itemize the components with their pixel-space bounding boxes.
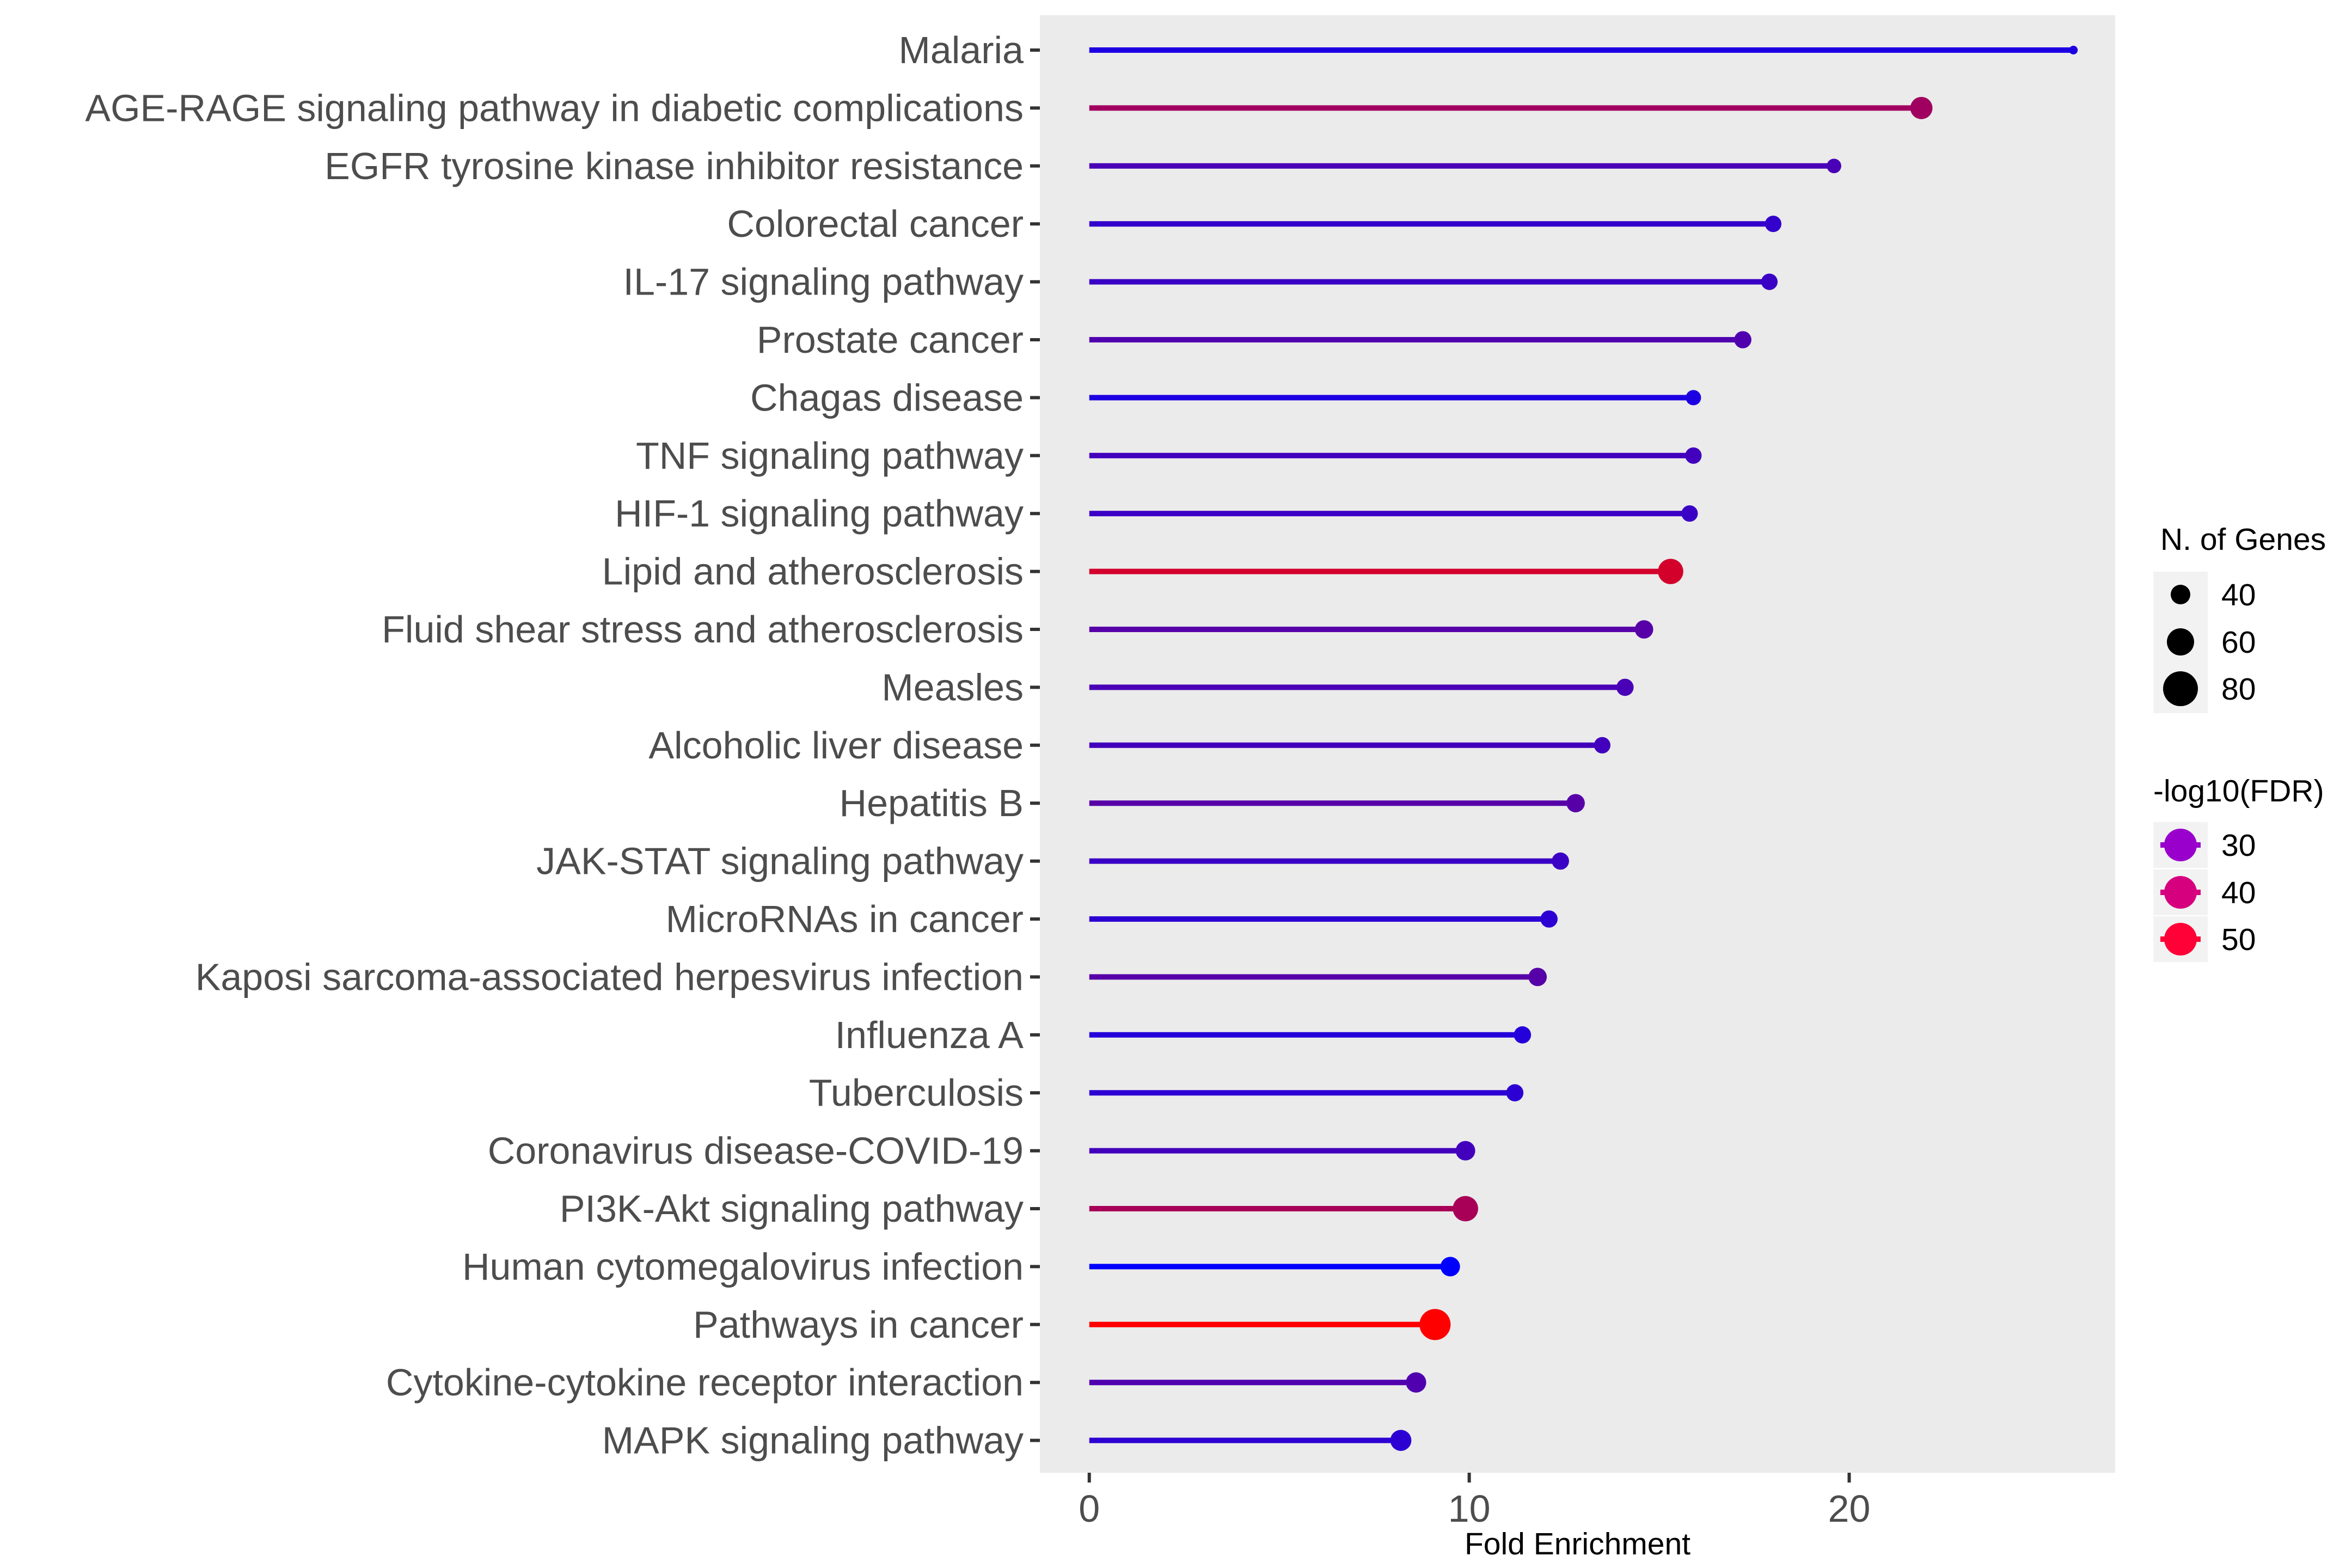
lollipop-point bbox=[1540, 910, 1558, 928]
lollipop-point bbox=[1910, 96, 1933, 119]
legend-size-key bbox=[2163, 671, 2198, 706]
category-label: PI3K-Akt signaling pathway bbox=[560, 1187, 1024, 1230]
legend-size-label: 80 bbox=[2221, 672, 2256, 707]
lollipop-point bbox=[1761, 273, 1778, 290]
lollipop-point bbox=[1552, 852, 1569, 870]
category-labels: Malaria AGE-RAGE signaling pathway in dia… bbox=[85, 29, 1024, 1462]
category-label: Fluid shear stress and atherosclerosis bbox=[382, 608, 1024, 651]
legend-size-label: 40 bbox=[2221, 578, 2256, 612]
category-label: Hepatitis B bbox=[840, 782, 1024, 824]
lollipop-point bbox=[1506, 1084, 1524, 1102]
lollipop-point bbox=[1658, 559, 1683, 584]
legend-color-label: 40 bbox=[2221, 875, 2256, 910]
category-label: Chagas disease bbox=[750, 376, 1024, 419]
lollipop-point bbox=[1528, 967, 1547, 987]
lollipop-point bbox=[1455, 1141, 1475, 1161]
category-label: MAPK signaling pathway bbox=[602, 1419, 1024, 1462]
lollipop-point bbox=[1616, 678, 1634, 696]
x-tick-label: 20 bbox=[1828, 1487, 1871, 1530]
x-tick-label: 0 bbox=[1079, 1487, 1100, 1530]
y-axis-ticks bbox=[1030, 48, 1040, 1442]
category-label: Colorectal cancer bbox=[727, 203, 1024, 245]
lollipop-point bbox=[1686, 390, 1701, 406]
lollipop-points bbox=[1390, 46, 2078, 1451]
lollipop-point bbox=[1827, 158, 1841, 174]
legend-size-title: N. of Genes bbox=[2160, 522, 2326, 557]
lollipop-point bbox=[2069, 46, 2078, 54]
legend-color-label: 30 bbox=[2221, 828, 2256, 863]
x-axis-title: Fold Enrichment bbox=[1465, 1527, 1690, 1561]
lollipop-point bbox=[1681, 505, 1698, 522]
category-label: Cytokine-cytokine receptor interaction bbox=[386, 1361, 1024, 1404]
legend-color-title: -log10(FDR) bbox=[2153, 774, 2324, 808]
lollipop-point bbox=[1734, 331, 1751, 348]
lollipop-point bbox=[1634, 620, 1653, 639]
legend-color-key bbox=[2164, 876, 2197, 909]
lollipop-point bbox=[1419, 1309, 1451, 1340]
lollipop-point bbox=[1440, 1257, 1460, 1277]
category-label: Lipid and atherosclerosis bbox=[602, 550, 1024, 593]
category-label: JAK-STAT signaling pathway bbox=[536, 840, 1024, 883]
category-label: Human cytomegalovirus infection bbox=[462, 1245, 1024, 1288]
lollipop-point bbox=[1566, 794, 1585, 813]
category-label: Influenza A bbox=[835, 1014, 1024, 1056]
lollipop-point bbox=[1390, 1430, 1412, 1451]
lollipop-point bbox=[1453, 1196, 1478, 1222]
lollipop-stems bbox=[1089, 47, 2074, 1443]
legend-color-label: 50 bbox=[2221, 922, 2256, 957]
x-tick-labels: 0 10 20 bbox=[1079, 1487, 1870, 1530]
category-label: IL-17 signaling pathway bbox=[623, 261, 1024, 303]
category-label: AGE-RAGE signaling pathway in diabetic c… bbox=[85, 87, 1024, 129]
lollipop-point bbox=[1406, 1372, 1426, 1393]
category-label: Tuberculosis bbox=[809, 1071, 1024, 1114]
legend-size: N. of Genes 40 60 80 bbox=[2153, 522, 2326, 713]
x-tick-label: 10 bbox=[1448, 1487, 1491, 1530]
category-label: Coronavirus disease-COVID-19 bbox=[488, 1130, 1024, 1172]
category-label: Prostate cancer bbox=[757, 318, 1024, 361]
legend-color: -log10(FDR) 30 40 50 bbox=[2153, 774, 2324, 962]
category-label: Measles bbox=[881, 666, 1024, 708]
category-label: HIF-1 signaling pathway bbox=[615, 492, 1024, 535]
legend-size-label: 60 bbox=[2221, 625, 2256, 660]
category-label: Alcoholic liver disease bbox=[648, 724, 1024, 767]
legend-color-key bbox=[2164, 923, 2197, 955]
legend-color-key bbox=[2164, 829, 2197, 861]
category-label: Kaposi sarcoma-associated herpesvirus in… bbox=[195, 955, 1024, 998]
category-label: TNF signaling pathway bbox=[636, 434, 1024, 477]
category-label: Pathways in cancer bbox=[693, 1303, 1024, 1346]
lollipop-point bbox=[1685, 447, 1702, 464]
lollipop-point bbox=[1594, 737, 1610, 754]
legend-size-key bbox=[2171, 585, 2190, 604]
x-axis-ticks bbox=[1087, 1473, 1851, 1483]
category-label: Malaria bbox=[898, 29, 1024, 71]
category-label: EGFR tyrosine kinase inhibitor resistanc… bbox=[324, 145, 1024, 187]
lollipop-point bbox=[1765, 216, 1782, 232]
lollipop-point bbox=[1514, 1026, 1532, 1044]
category-label: MicroRNAs in cancer bbox=[666, 898, 1024, 940]
legend-size-key bbox=[2167, 628, 2194, 656]
